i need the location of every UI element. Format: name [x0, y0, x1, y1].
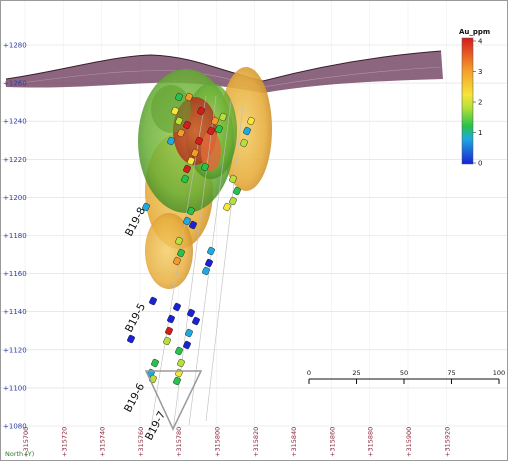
assay-interval: [173, 376, 181, 386]
assay-interval: [233, 186, 241, 196]
scale-bar: 0 25 50 75 100: [307, 369, 505, 384]
x-tick-label: +315820: [252, 427, 260, 457]
x-tick-label: +315880: [367, 427, 375, 457]
x-tick-label: +315760: [137, 427, 145, 457]
assay-interval: [183, 164, 191, 174]
y-tick-label: +1140: [3, 308, 27, 316]
y-tick-label: +1120: [3, 346, 27, 354]
assay-interval: [181, 174, 189, 184]
y-tick-label: +1180: [3, 232, 27, 240]
scale-bar-label: 100: [493, 369, 505, 377]
assay-interval: [229, 196, 237, 206]
assay-interval: [175, 346, 183, 356]
assay-interval: [207, 126, 215, 136]
grid: [1, 1, 507, 427]
scale-bar-label: 50: [400, 369, 408, 377]
hole-label-b19-5[interactable]: B19-5: [123, 301, 148, 334]
legend-title: Au_ppm: [459, 28, 490, 36]
legend-label: 3: [478, 68, 482, 76]
y-tick-label: +1220: [3, 156, 27, 164]
assay-interval: [215, 124, 223, 134]
assay-interval: [201, 162, 209, 172]
assay-interval: [219, 112, 227, 122]
assay-interval: [191, 148, 199, 158]
y-tick-label: +1260: [3, 80, 27, 88]
assay-interval: [175, 92, 183, 102]
assay-interval: [187, 156, 195, 166]
legend-label: 1: [478, 129, 482, 137]
legend-label: 0: [478, 160, 482, 168]
assay-interval: [151, 358, 159, 368]
assay-interval: [163, 336, 171, 346]
assay-interval: [167, 314, 175, 324]
assay-interval: [173, 302, 181, 312]
view-direction-arrow: [144, 370, 203, 431]
assay-interval: [183, 340, 191, 350]
hole-label-b19-8[interactable]: B19-8: [123, 205, 148, 238]
assay-interval: [165, 326, 173, 336]
topography-surface: [5, 50, 443, 93]
assay-interval: [175, 368, 183, 378]
x-tick-label: +315800: [214, 427, 222, 457]
x-tick-label: +315740: [99, 427, 107, 457]
assay-interval: [183, 120, 191, 130]
assay-interval: [149, 296, 157, 306]
assay-interval: [127, 334, 135, 344]
y-tick-label: +1160: [3, 270, 27, 278]
y-tick-label: +1100: [3, 384, 27, 392]
y-axis-labels: +1280 +1260 +1240 +1220 +1200 +1180 +1160 +1140…: [3, 42, 27, 431]
assay-interval: [207, 246, 215, 256]
scale-bar-label: 0: [307, 369, 311, 377]
assay-intervals: [127, 92, 255, 386]
au-ppm-legend: Au_ppm 4 3 2 1 0: [459, 28, 490, 168]
assay-interval: [167, 136, 175, 146]
drillhole-trace: [205, 105, 244, 422]
assay-interval: [240, 138, 248, 148]
scale-bar-label: 75: [447, 369, 455, 377]
assay-interval: [211, 116, 219, 126]
assay-interval: [177, 358, 185, 368]
assay-interval: [205, 258, 213, 268]
assay-interval: [189, 220, 197, 230]
assay-interval: [183, 216, 191, 226]
legend-label: 2: [478, 99, 482, 107]
assay-interval: [142, 202, 150, 212]
assay-interval: [185, 328, 193, 338]
x-tick-label: +315720: [60, 427, 68, 457]
assay-interval: [192, 316, 200, 326]
assay-interval: [177, 128, 185, 138]
y-tick-label: +1280: [3, 42, 27, 50]
assay-interval: [175, 236, 183, 246]
assay-interval: [177, 248, 185, 258]
x-tick-label: +315700: [22, 427, 30, 457]
x-axis-labels: +315700 +315720 +315740 +315760 +315780 +3158…: [22, 427, 451, 457]
assay-interval: [187, 206, 195, 216]
assay-interval: [197, 106, 205, 116]
assay-interval: [243, 126, 251, 136]
hole-label-b19-6[interactable]: B19-6: [122, 381, 147, 414]
legend-label: 4: [478, 38, 483, 46]
x-tick-label: +315920: [443, 427, 451, 457]
x-tick-label: +315780: [175, 427, 183, 457]
assay-interval: [173, 256, 181, 266]
assay-interval: [187, 308, 195, 318]
x-tick-label: +315860: [328, 427, 336, 457]
assay-interval: [171, 106, 179, 116]
assay-interval: [202, 266, 210, 276]
x-axis-name: North (Y): [5, 450, 34, 458]
x-tick-label: +315840: [290, 427, 298, 457]
assay-interval: [195, 136, 203, 146]
y-tick-label: +1080: [3, 423, 27, 431]
y-tick-label: +1240: [3, 118, 27, 126]
assay-interval: [223, 202, 231, 212]
x-tick-label: +315900: [405, 427, 413, 457]
y-tick-label: +1200: [3, 194, 27, 202]
assay-interval: [175, 116, 183, 126]
assay-interval: [247, 116, 255, 126]
legend-colorbar: [461, 37, 474, 165]
assay-interval: [229, 174, 237, 184]
assay-interval: [185, 92, 193, 102]
scale-bar-label: 25: [352, 369, 360, 377]
